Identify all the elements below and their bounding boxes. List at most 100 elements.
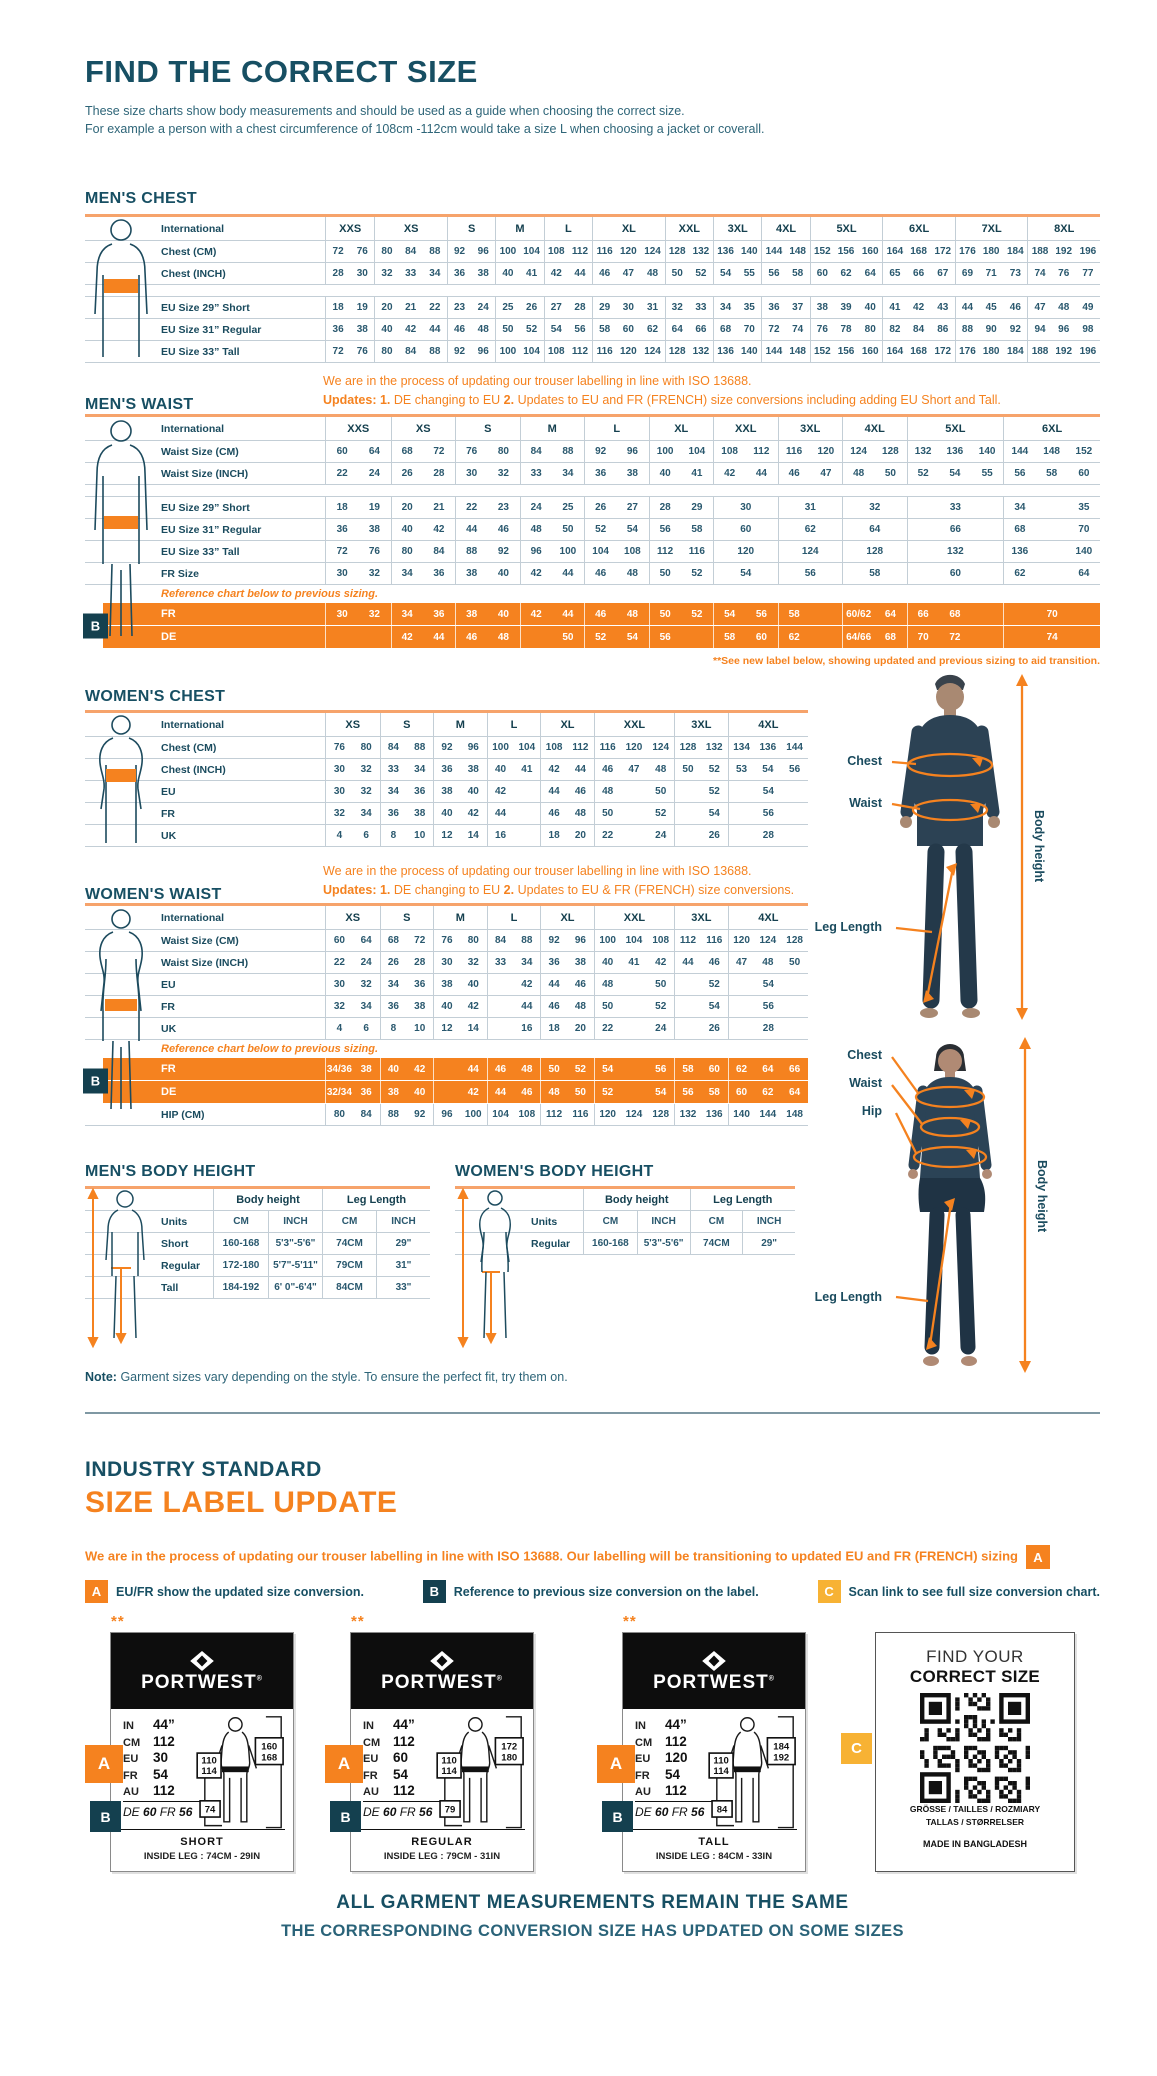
size-cell: 70 (743, 324, 755, 335)
size-cell: 180 (982, 346, 1000, 357)
label-male-leg-length: Leg Length (814, 920, 882, 934)
size-cell: 124 (652, 742, 670, 753)
size-col-header: XXL (664, 217, 713, 240)
size-cell: 116 (592, 241, 616, 262)
size-col-header: 4XL (727, 906, 808, 929)
height-units-row: Units CM INCH CM INCH (85, 1211, 430, 1233)
size-col-header: XS (345, 718, 361, 731)
size-cell: 16 (521, 1023, 533, 1034)
size-cell: 156 (837, 346, 855, 357)
size-cell: 72 (332, 346, 344, 357)
size-cell (486, 974, 514, 995)
size-system-label: EU (635, 1753, 651, 1765)
size-cell (621, 781, 648, 802)
size-cell: 52 (708, 979, 720, 990)
size-cell: 148 (789, 346, 806, 357)
fit-label: Regular (531, 1237, 571, 1250)
size-cell: 124 (625, 1109, 643, 1120)
card-size-row: AU 112 (363, 1783, 415, 1798)
size-cell: 124 (644, 346, 661, 357)
size-cell: 50 (664, 263, 689, 284)
size-cell: 80 (864, 324, 876, 335)
table-row: UK 4 6 8 10 12 14 16 18 20 22 24 26 28 (85, 1018, 808, 1040)
label-legend: A EU/FR show the updated size conversion… (85, 1580, 1100, 1603)
size-cell: 184 (1007, 346, 1024, 357)
size-cell: 148 (786, 1109, 803, 1120)
svg-text:168: 168 (261, 1753, 277, 1764)
size-value: 44” (393, 1717, 415, 1732)
svg-text:114: 114 (201, 1766, 217, 1777)
size-cell: 128 (652, 1109, 670, 1120)
table-row: Waist Size (INCH) 22 24 26 28 30 32 33 34 36 38 40 4… (85, 952, 808, 974)
prev-size-cell: 54 (655, 1086, 667, 1098)
size-col-header: XL (540, 713, 594, 736)
size-cell: 96 (467, 742, 479, 753)
size-cell: 25 (495, 297, 519, 318)
label-male-body-height: Body height (1032, 810, 1046, 883)
svg-text:160: 160 (261, 1741, 277, 1752)
size-cell: 73 (1009, 268, 1021, 279)
size-cell: 160 (861, 246, 879, 257)
size-cell: 36 (332, 324, 344, 335)
intro-line-1: These size charts show body measurements… (85, 104, 685, 118)
height-cell: 160-168 (592, 1238, 629, 1249)
size-cell: 92 (497, 546, 509, 557)
size-col-header: 4XL (761, 217, 809, 240)
size-cell: 168 (910, 246, 927, 257)
size-cells: 60 64 68 72 76 80 84 88 92 96 100 104 108 112 116 120 12… (325, 930, 808, 951)
size-cell: 24 (477, 302, 489, 313)
size-cell: 42 (913, 302, 925, 313)
size-cell (486, 996, 514, 1017)
size-system-label: IN (635, 1720, 646, 1732)
table-row: Chest (CM) 72 76 80 84 88 92 96 100 104 108 112 116 1… (85, 241, 1100, 263)
size-cell: 132 (692, 346, 710, 357)
size-cell (674, 1018, 701, 1039)
legend-item-c: C Scan link to see full size conversion … (817, 1580, 1100, 1603)
unit-header: INCH (636, 1211, 690, 1232)
size-cell: 34 (360, 1001, 372, 1012)
size-cell: 60 (906, 563, 1004, 584)
made-in-label: MADE IN BANGLADESH (922, 1839, 1027, 1849)
size-cell: 48 (593, 781, 621, 802)
size-system-label: AU (363, 1786, 379, 1798)
height-col-group: Leg Length (689, 1189, 796, 1210)
size-system-label: CM (123, 1736, 141, 1749)
size-cell: 164 (882, 241, 906, 262)
size-cell (674, 781, 701, 802)
size-cell: 104 (688, 446, 706, 457)
size-cell: 22 (593, 825, 621, 846)
card-size-row: CM 112 (635, 1734, 687, 1749)
size-system-label: EU (363, 1753, 379, 1765)
size-cell: 80 (374, 241, 398, 262)
size-cell: 100 (495, 241, 519, 262)
size-cell: 120 (593, 1104, 621, 1125)
size-cell: 36 (336, 524, 348, 535)
size-cell: 112 (648, 541, 681, 562)
size-cell: 32 (497, 468, 509, 479)
intro-line-2: For example a person with a chest circum… (85, 122, 765, 136)
size-system-label: FR (363, 1769, 378, 1782)
size-cell: 136 (946, 446, 964, 457)
size-cell: 56 (727, 803, 808, 824)
fit-name: REGULAR (411, 1836, 473, 1848)
size-cell: 116 (777, 441, 810, 462)
size-cell: 74 (792, 324, 804, 335)
size-cell: 140 (1075, 546, 1093, 557)
size-cell: 132 (692, 246, 710, 257)
size-row-label: EU Size 29” Short (161, 301, 250, 314)
size-cell: 94 (1027, 319, 1051, 340)
intl-header-label: International (161, 718, 225, 731)
size-cell: 30 (433, 952, 460, 973)
inside-leg-text: INSIDE LEG : 84CM - 33IN (655, 1851, 773, 1862)
size-cell: 72 (761, 319, 785, 340)
size-cell: 46 (497, 524, 509, 535)
size-cell: 80 (333, 1109, 345, 1120)
previous-size-row: DE 60 FR 56 (635, 1805, 705, 1819)
card-badge-a: A (85, 1745, 123, 1783)
size-cell: 76 (368, 546, 380, 557)
size-cell: 172 (934, 246, 952, 257)
size-cell: 140 (978, 446, 996, 457)
size-cell: 56 (727, 996, 808, 1017)
size-cell: 28 (433, 468, 445, 479)
